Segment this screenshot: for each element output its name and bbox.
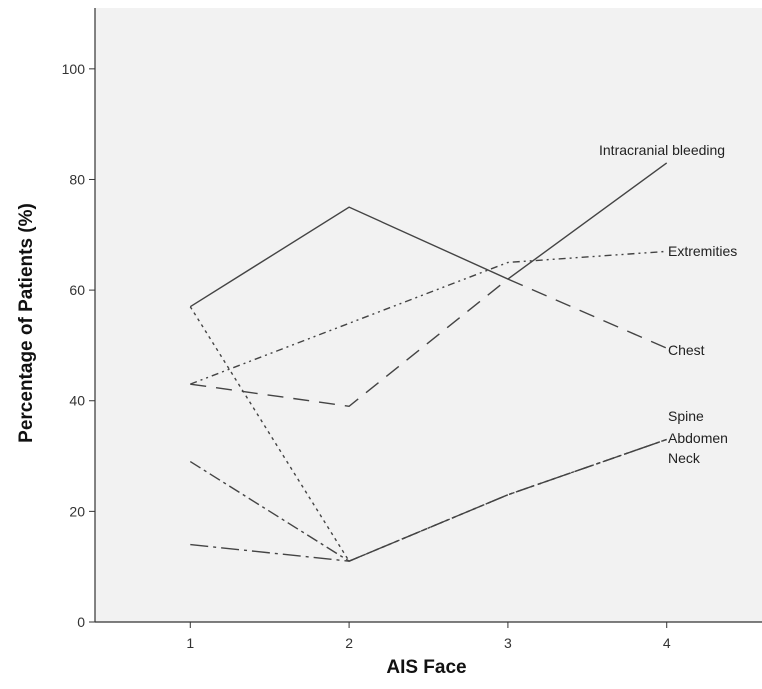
series-line-extremities <box>190 250 667 385</box>
y-tick-label: 40 <box>69 393 85 409</box>
x-tick-label: 3 <box>504 635 512 651</box>
series-line-neck <box>190 438 667 562</box>
x-axis-ticks: 1 2 3 4 <box>186 622 671 651</box>
x-axis-title: AIS Face <box>386 657 466 678</box>
plot-area <box>95 8 762 622</box>
y-tick-label: 100 <box>62 61 86 77</box>
series-line-intracranial-bleeding <box>189 162 668 308</box>
series-label-extremities: Extremities <box>668 243 737 259</box>
y-tick-label: 20 <box>69 503 85 519</box>
y-tick-label: 80 <box>69 171 85 187</box>
y-axis-title: Percentage of Patients (%) <box>16 203 37 443</box>
y-axis-ticks: 0 20 40 60 80 100 <box>62 61 95 630</box>
y-tick-label: 0 <box>77 614 85 630</box>
x-tick-label: 2 <box>345 635 353 651</box>
series-label-neck: Neck <box>668 450 701 466</box>
series-label-spine: Spine <box>668 408 704 424</box>
x-tick-label: 4 <box>663 635 671 651</box>
series-labels: Intracranial bleeding Extremities Chest Spi… <box>599 142 737 466</box>
series-label-chest: Chest <box>668 342 705 358</box>
series-line-chest <box>190 278 667 408</box>
series-line-spine <box>189 306 667 563</box>
series-label-intracranial-bleeding: Intracranial bleeding <box>599 142 725 158</box>
series-label-abdomen: Abdomen <box>668 430 728 446</box>
x-tick-label: 1 <box>186 635 194 651</box>
series-lines <box>189 162 668 563</box>
y-tick-label: 60 <box>69 282 85 298</box>
